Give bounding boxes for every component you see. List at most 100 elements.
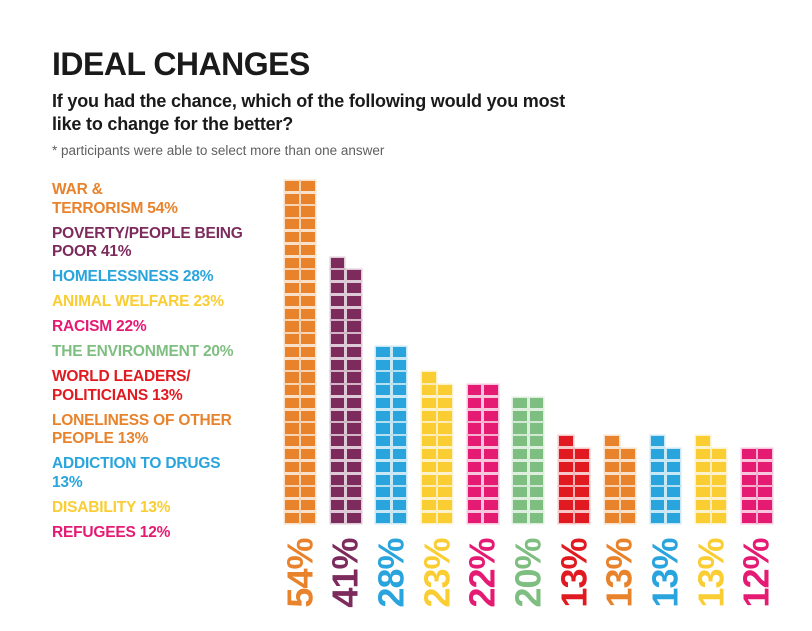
bar-value-label: 28% bbox=[370, 538, 411, 623]
waffle-bar bbox=[330, 257, 361, 523]
waffle-square bbox=[330, 385, 345, 396]
waffle-bar bbox=[559, 436, 590, 523]
waffle-square bbox=[467, 474, 482, 485]
waffle-row bbox=[422, 385, 453, 396]
waffle-row bbox=[285, 295, 315, 306]
waffle-square bbox=[559, 487, 573, 498]
waffle-square bbox=[330, 448, 345, 460]
waffle-square bbox=[330, 372, 345, 383]
waffle-square bbox=[285, 500, 299, 511]
waffle-square bbox=[330, 423, 345, 434]
waffle-square bbox=[484, 436, 498, 447]
waffle-row bbox=[650, 512, 681, 523]
waffle-square bbox=[422, 436, 436, 447]
waffle-row bbox=[559, 500, 590, 511]
waffle-row bbox=[330, 321, 361, 332]
waffle-row bbox=[330, 346, 361, 358]
waffle-row bbox=[513, 512, 544, 523]
waffle-square bbox=[438, 461, 453, 472]
waffle-square bbox=[346, 334, 361, 345]
waffle-square bbox=[575, 461, 590, 472]
waffle-square bbox=[301, 321, 315, 332]
waffle-row bbox=[376, 410, 407, 421]
waffle-square bbox=[650, 500, 665, 511]
legend-item: WORLD LEADERS/ POLITICIANS 13% bbox=[52, 368, 191, 404]
waffle-row bbox=[285, 219, 315, 230]
waffle-square bbox=[758, 461, 772, 472]
waffle-square bbox=[575, 487, 590, 498]
bar-value-text: 12% bbox=[735, 538, 777, 608]
waffle-square bbox=[392, 372, 407, 383]
waffle-square bbox=[438, 512, 453, 523]
waffle-square bbox=[529, 436, 544, 447]
waffle-square bbox=[376, 436, 391, 447]
waffle-square bbox=[741, 500, 756, 511]
bar-value-label: 13% bbox=[599, 538, 640, 623]
waffle-square bbox=[712, 487, 727, 498]
waffle-square bbox=[758, 448, 772, 460]
subtitle: If you had the chance, which of the foll… bbox=[52, 90, 566, 134]
waffle-row bbox=[285, 474, 315, 485]
waffle-square bbox=[346, 474, 361, 485]
waffle-square bbox=[559, 474, 573, 485]
waffle-row bbox=[285, 397, 315, 409]
waffle-row bbox=[467, 436, 498, 447]
waffle-row bbox=[422, 500, 453, 511]
waffle-row bbox=[330, 385, 361, 396]
waffle-row bbox=[376, 512, 407, 523]
waffle-square bbox=[604, 436, 619, 447]
bar-value-text: 41% bbox=[324, 538, 366, 608]
waffle-square bbox=[301, 295, 315, 306]
waffle-square bbox=[696, 474, 710, 485]
waffle-square bbox=[529, 500, 544, 511]
waffle-square bbox=[696, 461, 710, 472]
waffle-square bbox=[575, 512, 590, 523]
waffle-square bbox=[330, 270, 345, 281]
waffle-square bbox=[392, 500, 407, 511]
waffle-square bbox=[346, 346, 361, 358]
waffle-row bbox=[650, 448, 681, 460]
waffle-square bbox=[301, 436, 315, 447]
waffle-row bbox=[285, 231, 315, 243]
waffle-square bbox=[346, 500, 361, 511]
waffle-square bbox=[422, 512, 436, 523]
waffle-square bbox=[438, 385, 453, 396]
waffle-square bbox=[376, 461, 391, 472]
waffle-row bbox=[285, 193, 315, 204]
waffle-row bbox=[422, 423, 453, 434]
waffle-square bbox=[696, 500, 710, 511]
waffle-row bbox=[559, 474, 590, 485]
bar-value-label: 54% bbox=[279, 538, 320, 623]
waffle-square bbox=[559, 436, 573, 447]
waffle-square bbox=[422, 423, 436, 434]
waffle-row bbox=[285, 257, 315, 268]
waffle-square bbox=[438, 436, 453, 447]
waffle-square bbox=[604, 500, 619, 511]
waffle-square bbox=[285, 474, 299, 485]
waffle-square bbox=[559, 448, 573, 460]
waffle-row bbox=[285, 334, 315, 345]
waffle-square bbox=[301, 219, 315, 230]
waffle-square bbox=[376, 487, 391, 498]
waffle-row bbox=[376, 461, 407, 472]
waffle-square bbox=[346, 448, 361, 460]
waffle-row bbox=[376, 346, 407, 358]
waffle-square bbox=[467, 512, 482, 523]
waffle-square bbox=[301, 244, 315, 255]
waffle-square bbox=[376, 372, 391, 383]
waffle-square bbox=[621, 500, 635, 511]
waffle-square bbox=[666, 500, 681, 511]
waffle-row bbox=[330, 461, 361, 472]
waffle-square bbox=[666, 487, 681, 498]
waffle-row bbox=[330, 436, 361, 447]
waffle-row bbox=[422, 397, 453, 409]
waffle-row bbox=[330, 283, 361, 294]
bar-value-label: 20% bbox=[507, 538, 548, 623]
waffle-square bbox=[604, 448, 619, 460]
waffle-row bbox=[513, 461, 544, 472]
waffle-row bbox=[467, 423, 498, 434]
waffle-row bbox=[696, 487, 727, 498]
waffle-row bbox=[376, 500, 407, 511]
waffle-square bbox=[392, 397, 407, 409]
